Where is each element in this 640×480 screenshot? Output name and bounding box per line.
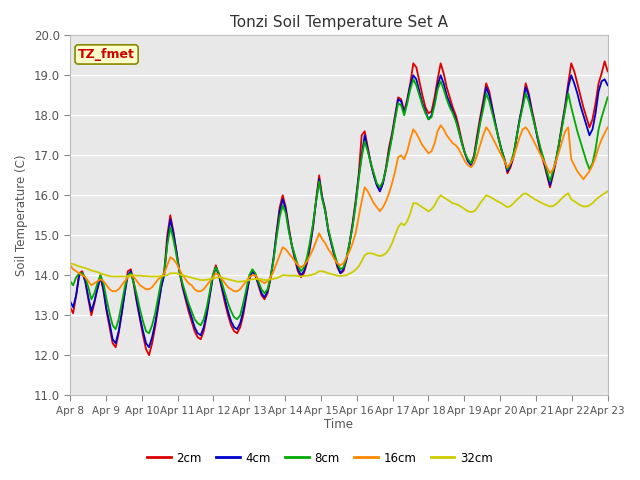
4cm xyxy=(145,344,153,350)
16cm xyxy=(157,275,165,280)
4cm xyxy=(577,102,584,108)
Title: Tonzi Soil Temperature Set A: Tonzi Soil Temperature Set A xyxy=(230,15,448,30)
2cm xyxy=(604,69,612,74)
16cm xyxy=(577,172,584,178)
4cm xyxy=(604,83,612,88)
16cm xyxy=(604,124,612,130)
X-axis label: Time: Time xyxy=(324,419,353,432)
2cm xyxy=(601,59,609,64)
Line: 16cm: 16cm xyxy=(70,125,608,291)
2cm xyxy=(67,304,74,310)
16cm xyxy=(67,263,74,268)
4cm xyxy=(157,284,165,290)
8cm xyxy=(577,138,584,144)
32cm xyxy=(604,188,612,194)
Y-axis label: Soil Temperature (C): Soil Temperature (C) xyxy=(15,155,28,276)
8cm xyxy=(333,260,341,266)
2cm xyxy=(333,264,341,270)
32cm xyxy=(234,279,241,285)
Line: 4cm: 4cm xyxy=(70,75,608,347)
4cm xyxy=(333,263,341,268)
2cm xyxy=(157,284,165,290)
32cm xyxy=(258,276,266,282)
32cm xyxy=(573,200,581,206)
16cm xyxy=(507,160,515,166)
32cm xyxy=(333,273,341,278)
32cm xyxy=(154,274,162,279)
4cm xyxy=(258,290,266,296)
8cm xyxy=(67,278,74,284)
2cm xyxy=(504,170,511,176)
4cm xyxy=(436,72,444,78)
8cm xyxy=(436,78,444,84)
16cm xyxy=(333,260,341,266)
8cm xyxy=(604,95,612,100)
2cm xyxy=(573,81,581,86)
2cm xyxy=(145,352,153,358)
8cm xyxy=(157,278,165,284)
Line: 2cm: 2cm xyxy=(70,61,608,355)
32cm xyxy=(434,196,442,202)
32cm xyxy=(67,260,74,266)
16cm xyxy=(434,129,442,134)
4cm xyxy=(67,299,74,304)
Line: 8cm: 8cm xyxy=(70,79,608,333)
2cm xyxy=(258,292,266,298)
Text: TZ_fmet: TZ_fmet xyxy=(78,48,135,61)
Line: 32cm: 32cm xyxy=(70,191,608,282)
16cm xyxy=(258,278,266,284)
2cm xyxy=(434,76,442,82)
8cm xyxy=(507,160,515,166)
32cm xyxy=(504,204,511,210)
16cm xyxy=(436,122,444,128)
Legend: 2cm, 4cm, 8cm, 16cm, 32cm: 2cm, 4cm, 8cm, 16cm, 32cm xyxy=(142,447,498,469)
8cm xyxy=(145,330,153,336)
4cm xyxy=(410,72,417,78)
16cm xyxy=(109,288,116,294)
4cm xyxy=(507,162,515,168)
8cm xyxy=(410,76,417,82)
8cm xyxy=(258,287,266,292)
